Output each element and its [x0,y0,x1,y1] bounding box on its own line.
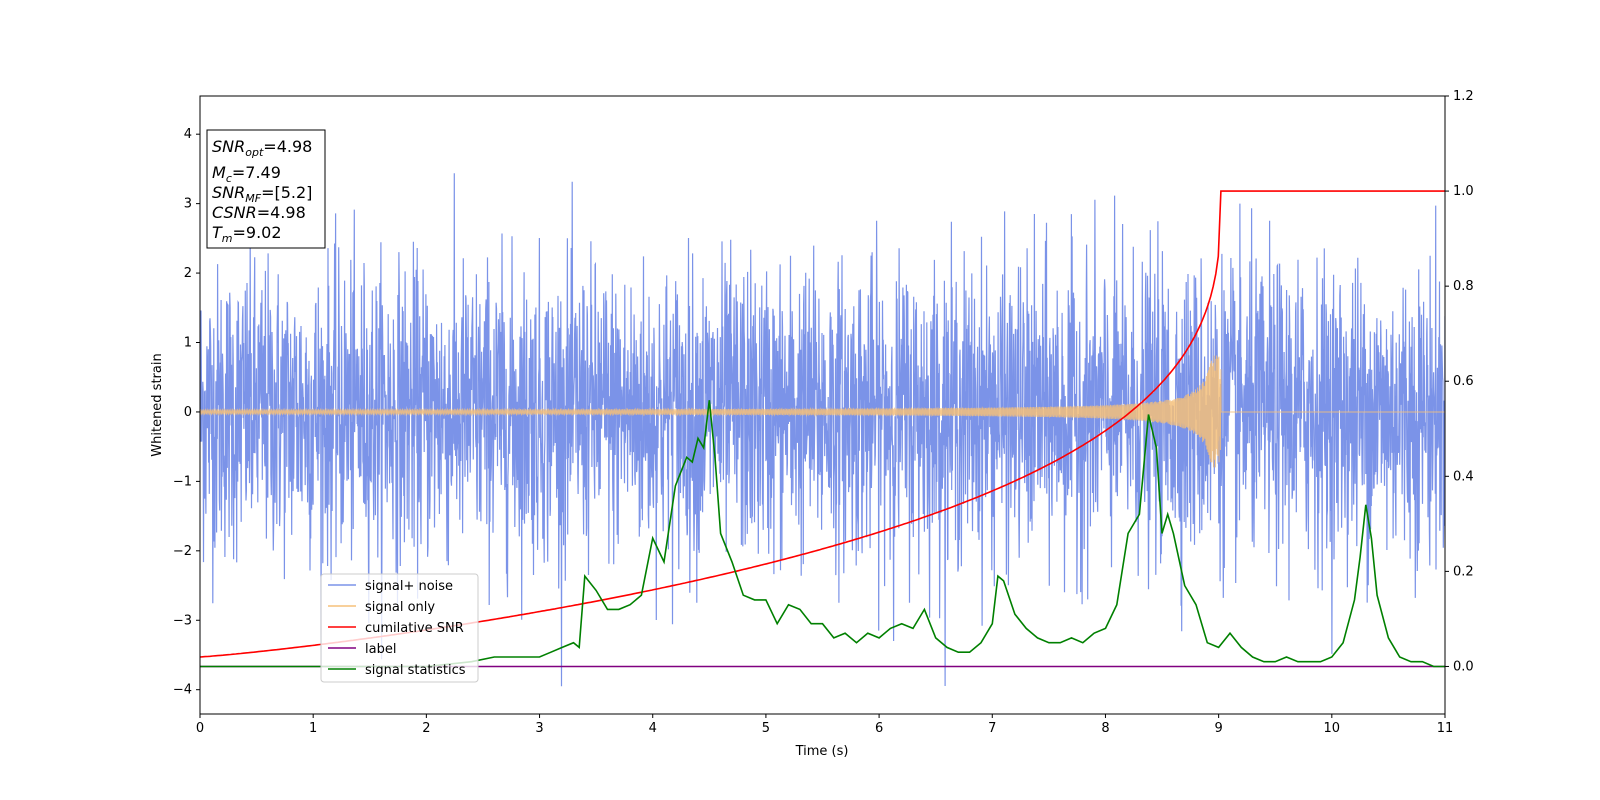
y-axis-left: −4 −3 −2 −1 0 1 2 3 4 [173,127,200,698]
info-tm: Tm=9.02 [212,223,282,245]
x-tick-label: 11 [1437,721,1454,736]
x-tick-label: 1 [309,721,317,736]
x-axis: 0 1 2 3 4 5 6 7 8 9 10 11 [196,714,1453,736]
y-tick-label: 0 [184,405,192,420]
y2-tick-label: 0.6 [1453,374,1474,389]
y-axis-label: Whitened strain [150,353,165,456]
info-snr-opt: SNRopt=4.98 [212,137,312,159]
series-signal-only [200,355,1445,468]
y2-tick-label: 0.8 [1453,279,1474,294]
series-signal-statistics [200,400,1445,668]
x-tick-label: 2 [422,721,430,736]
y-tick-label: 1 [184,336,192,351]
y-tick-label: −4 [173,683,192,698]
y-tick-label: −2 [173,544,192,559]
x-tick-label: 7 [988,721,996,736]
legend-label-cumulative-snr: cumilative SNR [365,621,464,636]
x-axis-label: Time (s) [795,744,849,759]
legend-label-signal-only: signal only [365,600,435,615]
plot-frame [199,95,1446,715]
y-tick-label: 4 [184,127,192,142]
y2-tick-label: 1.0 [1453,184,1474,199]
x-tick-label: 3 [535,721,543,736]
y2-tick-label: 0.0 [1453,659,1474,674]
y2-tick-label: 1.2 [1453,89,1474,104]
x-tick-label: 0 [196,721,204,736]
x-tick-label: 10 [1324,721,1341,736]
y-axis-right: 0.0 0.2 0.4 0.6 0.8 1.0 1.2 [1445,89,1474,674]
x-tick-label: 5 [762,721,770,736]
y-tick-label: −3 [173,613,192,628]
x-tick-label: 6 [875,721,883,736]
y2-tick-label: 0.2 [1453,564,1474,579]
x-tick-label: 4 [649,721,657,736]
y-tick-label: −1 [173,474,192,489]
y2-tick-label: 0.4 [1453,469,1474,484]
info-snr-mf: SNRMF=[5.2] [212,183,312,205]
y-tick-label: 3 [184,197,192,212]
series-signal-noise [200,173,1445,687]
legend-label-label: label [365,642,396,657]
legend-label-signal-statistics: signal statistics [365,663,466,678]
info-csnr: CSNR=4.98 [212,203,306,222]
info-mc: Mc=7.49 [212,163,281,185]
x-tick-label: 9 [1214,721,1222,736]
y-tick-label: 2 [184,266,192,281]
info-box: SNRopt=4.98 Mc=7.49 SNRMF=[5.2] CSNR=4.9… [206,129,326,249]
x-tick-label: 8 [1101,721,1109,736]
legend: signal+ noise signal only cumilative SNR… [320,573,479,683]
legend-label-signal-noise: signal+ noise [365,579,453,594]
